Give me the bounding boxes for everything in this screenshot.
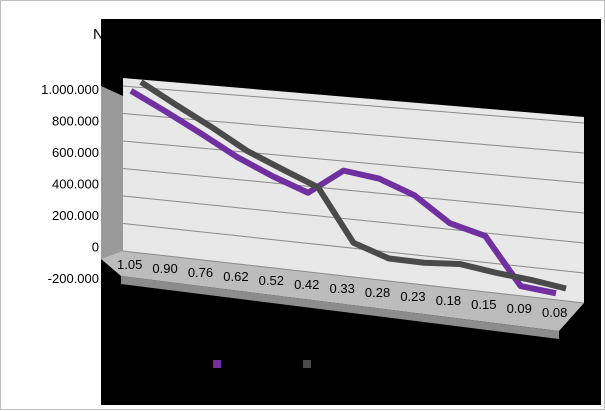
y-tick-label: 800.000	[52, 114, 99, 129]
x-tick-label: 0.28	[365, 285, 390, 300]
side-wall	[101, 86, 123, 259]
x-tick-label: 0.09	[507, 301, 532, 316]
x-tick-label: 0.62	[223, 269, 248, 284]
y-tick-label: 0	[92, 240, 99, 255]
y-tick-label: 400.000	[52, 177, 99, 192]
x-tick-label: 0.33	[330, 281, 355, 296]
x-tick-label: 0.23	[400, 289, 425, 304]
x-tick-label: 0.08	[542, 305, 567, 320]
y-tick-label: -200.000	[48, 271, 99, 286]
x-tick-label: 0.18	[436, 293, 461, 308]
x-tick-label: 0.76	[188, 265, 213, 280]
x-tick-label: 0.90	[152, 261, 177, 276]
y-tick-label: 200.000	[52, 208, 99, 223]
legend-marker	[213, 360, 221, 368]
y-tick-label: 600.000	[52, 145, 99, 160]
x-tick-label: 0.42	[294, 277, 319, 292]
x-tick-label: 0.15	[471, 297, 496, 312]
x-tick-label: 0.52	[259, 273, 284, 288]
y-tick-label: 1.000.000	[41, 82, 99, 97]
chart-title: N	[93, 26, 104, 43]
x-tick-label: 1.05	[117, 257, 142, 272]
legend-marker	[303, 360, 311, 368]
